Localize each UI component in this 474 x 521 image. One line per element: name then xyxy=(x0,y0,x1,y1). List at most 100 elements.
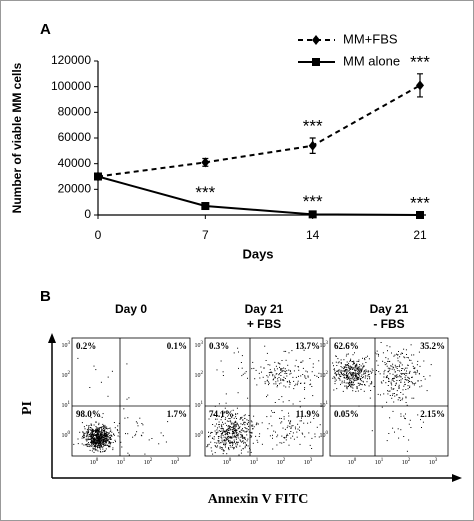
event-dot xyxy=(91,439,92,441)
event-dot xyxy=(288,415,290,417)
event-dot xyxy=(237,413,239,415)
event-dot xyxy=(393,377,395,379)
event-dot xyxy=(280,379,282,381)
event-dot xyxy=(353,374,355,376)
event-dot xyxy=(103,428,104,429)
event-dot xyxy=(218,424,220,426)
event-dot xyxy=(225,429,227,431)
event-dot xyxy=(244,445,246,447)
event-dot xyxy=(246,423,248,425)
event-dot xyxy=(96,436,98,437)
event-dot xyxy=(390,365,392,367)
event-dot xyxy=(290,372,292,374)
event-dot xyxy=(367,378,368,380)
y-tick-label: 20000 xyxy=(58,182,92,196)
event-dot xyxy=(96,435,98,437)
event-dot xyxy=(388,380,390,382)
event-dot xyxy=(348,385,349,387)
event-dot xyxy=(212,424,214,425)
event-dot xyxy=(351,378,353,380)
event-dot xyxy=(266,396,267,398)
event-dot xyxy=(359,364,361,366)
event-dot xyxy=(95,421,97,423)
event-dot xyxy=(242,437,244,439)
event-dot xyxy=(82,435,84,437)
event-dot xyxy=(225,436,227,438)
event-dot xyxy=(84,428,86,430)
event-dot xyxy=(100,445,102,446)
event-dot xyxy=(352,384,354,386)
event-dot xyxy=(218,437,220,439)
event-dot xyxy=(90,441,92,443)
event-dot xyxy=(87,438,89,440)
event-dot xyxy=(106,428,108,430)
event-dot xyxy=(409,419,411,421)
event-dot xyxy=(85,439,87,441)
event-dot xyxy=(234,430,236,431)
event-dot xyxy=(279,442,281,444)
event-dot xyxy=(285,439,287,441)
event-dot xyxy=(211,450,213,452)
event-dot xyxy=(235,445,237,447)
event-dot xyxy=(223,442,225,444)
event-dot xyxy=(277,434,279,436)
event-dot xyxy=(93,440,95,442)
event-dot xyxy=(381,382,383,384)
event-dot xyxy=(216,423,217,425)
event-dot xyxy=(107,376,109,378)
tick-exponent: 0 xyxy=(229,458,232,463)
point xyxy=(201,202,210,211)
event-dot xyxy=(87,432,89,434)
event-dot xyxy=(241,355,243,357)
event-dot xyxy=(312,366,314,368)
event-dot xyxy=(409,370,411,372)
event-dot xyxy=(245,371,247,373)
event-dot xyxy=(232,431,234,433)
event-dot xyxy=(107,439,109,441)
event-dot xyxy=(251,368,253,370)
event-dot xyxy=(208,418,210,420)
event-dot xyxy=(89,432,91,434)
event-dot xyxy=(101,433,103,435)
event-dot xyxy=(397,354,399,356)
significance-label: *** xyxy=(303,192,323,211)
event-dot xyxy=(88,427,89,429)
event-dot xyxy=(250,420,252,422)
event-dot xyxy=(252,424,254,426)
event-dot xyxy=(92,443,94,445)
event-dot xyxy=(104,437,106,439)
event-dot xyxy=(419,386,421,388)
event-dot xyxy=(363,376,364,378)
event-dot xyxy=(224,440,226,442)
event-dot xyxy=(90,438,92,440)
event-dot xyxy=(351,369,353,370)
event-dot xyxy=(386,401,388,403)
event-dot xyxy=(95,441,97,443)
event-dot xyxy=(105,433,107,435)
event-dot xyxy=(238,437,240,439)
event-dot xyxy=(339,378,341,380)
event-dot xyxy=(277,362,279,364)
event-dot xyxy=(296,431,298,433)
event-dot xyxy=(272,374,274,376)
event-dot xyxy=(344,371,346,373)
event-dot xyxy=(237,435,239,437)
event-dot xyxy=(103,431,105,433)
event-dot xyxy=(392,427,394,429)
event-dot xyxy=(352,383,354,385)
event-dot xyxy=(104,434,106,436)
event-dot xyxy=(291,350,293,352)
tick-exponent: 3 xyxy=(310,458,313,463)
event-dot xyxy=(288,386,290,388)
event-dot xyxy=(97,430,99,432)
event-dot xyxy=(230,423,232,425)
event-dot xyxy=(102,440,104,442)
event-dot xyxy=(300,375,302,377)
event-dot xyxy=(304,436,306,438)
event-dot xyxy=(93,434,95,436)
event-dot xyxy=(353,380,355,382)
event-dot xyxy=(229,441,231,443)
event-dot xyxy=(99,445,101,447)
event-dot xyxy=(362,381,364,383)
event-dot xyxy=(304,388,305,390)
